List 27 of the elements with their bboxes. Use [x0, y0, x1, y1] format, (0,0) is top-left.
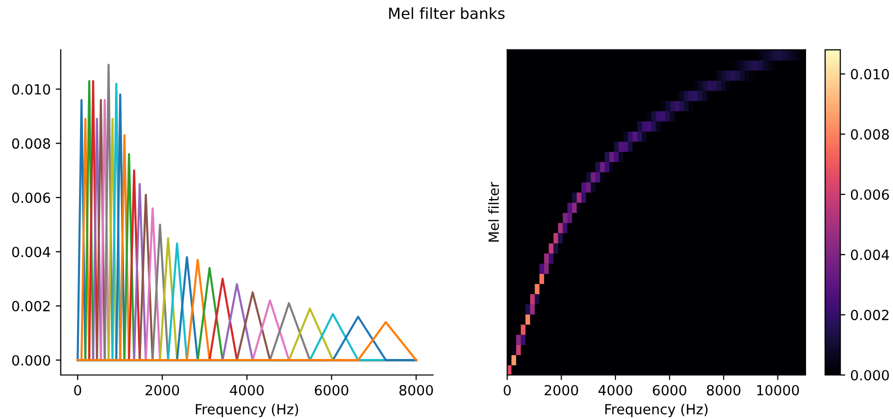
y-axis-title: Mel filter	[488, 182, 499, 242]
x-tick-label: 2000	[146, 384, 180, 396]
color-bar-label: 0.000	[850, 370, 889, 380]
color-bar-label: 0.004	[850, 250, 890, 260]
x-axis-title: Frequency (Hz)	[605, 404, 708, 418]
y-tick-label: 0.002	[12, 300, 50, 312]
x-tick-label: 10000	[757, 384, 799, 396]
x-tick-label: 4000	[230, 384, 264, 396]
x-tick-label: 4000	[598, 384, 632, 396]
y-tick-label: 0.008	[12, 138, 50, 149]
x-tick-label: 0	[504, 384, 511, 396]
x-tick-label: 2000	[544, 384, 578, 396]
y-tick-label: 0.004	[12, 246, 50, 258]
chart-title: Mel filter banks	[389, 7, 505, 20]
x-tick-label: 6000	[314, 384, 348, 396]
x-axis-title: Frequency (Hz)	[196, 404, 298, 418]
color-bar-label: 0.006	[850, 189, 889, 200]
y-tick-label: 0.006	[12, 192, 50, 204]
color-bar-label: 0.002	[850, 310, 888, 320]
x-tick-label: 0	[74, 384, 82, 396]
y-tick-label: 0.010	[12, 84, 50, 95]
x-tick-label: 8000	[706, 384, 740, 396]
color-bar-label: 0.008	[850, 129, 889, 140]
x-tick-label: 8000	[399, 384, 433, 396]
y-tick-label: 0.000	[12, 355, 50, 366]
color-bar-label: 0.010	[850, 68, 889, 80]
x-tick-label: 6000	[652, 384, 686, 396]
